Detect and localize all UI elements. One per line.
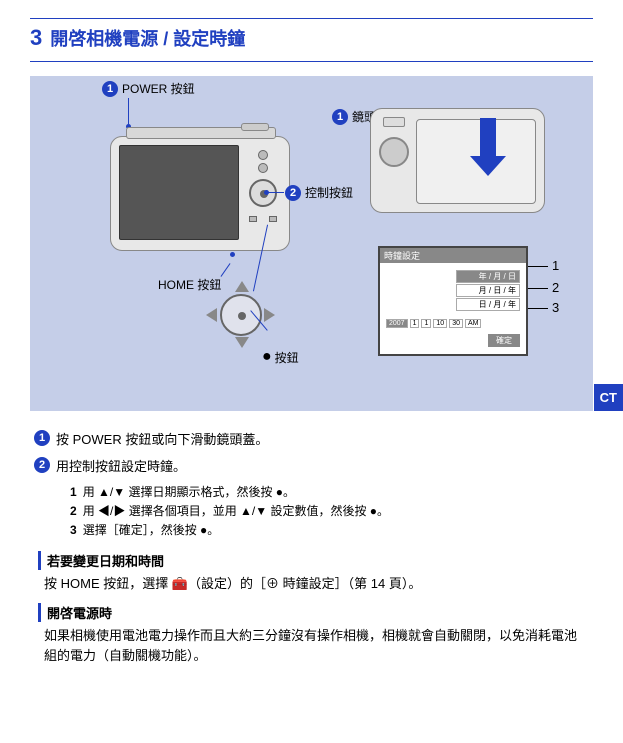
- instruction-steps: 1 按 POWER 按鈕或向下滑動鏡頭蓋。 2 用控制按鈕設定時鐘。 1 用 ▲/…: [30, 429, 593, 665]
- dpad-right-arrow-icon: [264, 308, 275, 322]
- step-1-text: 按 POWER 按鈕或向下滑動鏡頭蓋。: [56, 429, 268, 448]
- camera-shutter-icon: [241, 123, 269, 131]
- bullet-1-icon: 1: [34, 430, 50, 446]
- camera-front-illustration: [370, 108, 545, 213]
- sub-step-3: 3 選擇［確定］，然後按 ●。: [70, 521, 589, 540]
- lcd-clock-screen: 時鐘設定 年 / 月 / 日 月 / 日 / 年 日 / 月 / 年 2007 …: [378, 246, 528, 356]
- lcd-hour: 10: [433, 319, 447, 328]
- callout-power-label: POWER 按鈕: [122, 80, 195, 97]
- illustration-panel: 1 POWER 按鈕 1 鏡頭蓋: [30, 76, 593, 411]
- callout-num-1-icon: 1: [102, 81, 118, 97]
- callout-home: HOME 按鈕: [158, 276, 221, 293]
- dpad-up-arrow-icon: [235, 281, 249, 292]
- side-tab-ct: CT: [594, 384, 623, 411]
- bullet-2-icon: 2: [34, 457, 50, 473]
- camera-dpad-icon: [249, 179, 277, 207]
- leader-line: [221, 263, 231, 277]
- manual-page: 3 開啓相機電源 / 設定時鐘 1 POWER 按鈕: [0, 0, 623, 665]
- lcd-month: 1: [410, 319, 420, 328]
- step-2-text: 用控制按鈕設定時鐘。: [56, 456, 186, 475]
- sub-num-2: 2: [70, 504, 77, 518]
- lcd-year: 2007: [386, 319, 408, 328]
- arrow-down-stem-icon: [480, 118, 496, 160]
- sub-num-1: 1: [70, 485, 77, 499]
- step-1: 1 按 POWER 按鈕或向下滑動鏡頭蓋。: [34, 429, 589, 448]
- callout-control-label: 控制按鈕: [305, 184, 353, 201]
- lcd-ok-button: 確定: [488, 334, 520, 347]
- leader-line: [268, 192, 284, 193]
- lcd-callout-3: 3: [552, 300, 559, 315]
- dpad-left-arrow-icon: [206, 308, 217, 322]
- callout-num-2-icon: 2: [285, 185, 301, 201]
- sub-num-3: 3: [70, 523, 77, 537]
- callout-center-btn: ● 按鈕: [262, 348, 299, 366]
- sub-text-1: 用 ▲/▼ 選擇日期顯示格式，然後按 ●。: [83, 485, 295, 499]
- camera-back-illustration: [110, 136, 290, 251]
- lcd-day: 1: [421, 319, 431, 328]
- arrow-down-head-icon: [470, 156, 506, 176]
- section-power-on-heading: 開啓電源時: [38, 603, 589, 622]
- sub-step-2: 2 用 ◀/▶ 選擇各個項目，並用 ▲/▼ 設定數值，然後按 ●。: [70, 502, 589, 521]
- callout-control: 2 控制按鈕: [285, 184, 353, 201]
- sub-step-1: 1 用 ▲/▼ 選擇日期顯示格式，然後按 ●。: [70, 483, 589, 502]
- lcd-date-format-3: 日 / 月 / 年: [456, 298, 520, 311]
- page-title: 開啓相機電源 / 設定時鐘: [50, 25, 245, 51]
- section-change-datetime-body: 按 HOME 按鈕，選擇 🧰（設定）的［⊕ 時鐘設定］（第 14 頁）。: [44, 574, 589, 594]
- leader-dot-icon: [264, 190, 269, 195]
- sub-text-3: 選擇［確定］，然後按 ●。: [83, 523, 220, 537]
- title-row: 3 開啓相機電源 / 設定時鐘: [30, 25, 593, 51]
- section-power-on-body: 如果相機使用電池電力操作而且大約三分鐘沒有操作相機，相機就會自動關閉，以免消耗電…: [44, 626, 589, 665]
- lcd-body: 年 / 月 / 日 月 / 日 / 年 日 / 月 / 年 2007 1 1 1…: [380, 263, 526, 334]
- camera-lcd-icon: [119, 145, 239, 240]
- camera-small-btn-icon: [258, 163, 268, 173]
- num-leader: [528, 288, 548, 289]
- num-leader: [528, 266, 548, 267]
- num-leader: [528, 308, 548, 309]
- camera-bottom-btn-icon: [249, 216, 257, 222]
- lcd-min: 30: [449, 319, 463, 328]
- step-2: 2 用控制按鈕設定時鐘。: [34, 456, 589, 475]
- section-change-datetime-heading: 若要變更日期和時間: [38, 551, 589, 570]
- flash-icon: [383, 117, 405, 127]
- sub-step-list: 1 用 ▲/▼ 選擇日期顯示格式，然後按 ●。 2 用 ◀/▶ 選擇各個項目，並用 …: [70, 483, 589, 541]
- lcd-callout-1: 1: [552, 258, 559, 273]
- lcd-ampm: AM: [465, 319, 482, 328]
- title-top-rule: [30, 18, 593, 19]
- lcd-date-format-1: 年 / 月 / 日: [456, 270, 520, 283]
- camera-rear-controls: [243, 147, 283, 228]
- step-number: 3: [30, 25, 42, 51]
- lcd-title: 時鐘設定: [380, 248, 526, 263]
- camera-small-btn-icon: [258, 150, 268, 160]
- callout-power: 1 POWER 按鈕: [102, 80, 195, 97]
- lens-icon: [379, 137, 409, 167]
- sub-text-2: 用 ◀/▶ 選擇各個項目，並用 ▲/▼ 設定數值，然後按 ●。: [83, 504, 389, 518]
- lcd-callout-2: 2: [552, 280, 559, 295]
- leader-line: [128, 98, 129, 124]
- lcd-date-values: 2007 1 1 10 30 AM: [386, 319, 520, 328]
- camera-bottom-btn-icon: [269, 216, 277, 222]
- lcd-date-format-2: 月 / 日 / 年: [456, 284, 520, 297]
- callout-center-label: 按鈕: [275, 349, 299, 366]
- callout-home-label: HOME 按鈕: [158, 276, 221, 293]
- callout-num-1b-icon: 1: [332, 109, 348, 125]
- leader-dot-icon: [230, 252, 235, 257]
- center-dot-icon: ●: [262, 348, 272, 366]
- dpad-down-arrow-icon: [235, 337, 249, 348]
- title-bottom-rule: [30, 61, 593, 62]
